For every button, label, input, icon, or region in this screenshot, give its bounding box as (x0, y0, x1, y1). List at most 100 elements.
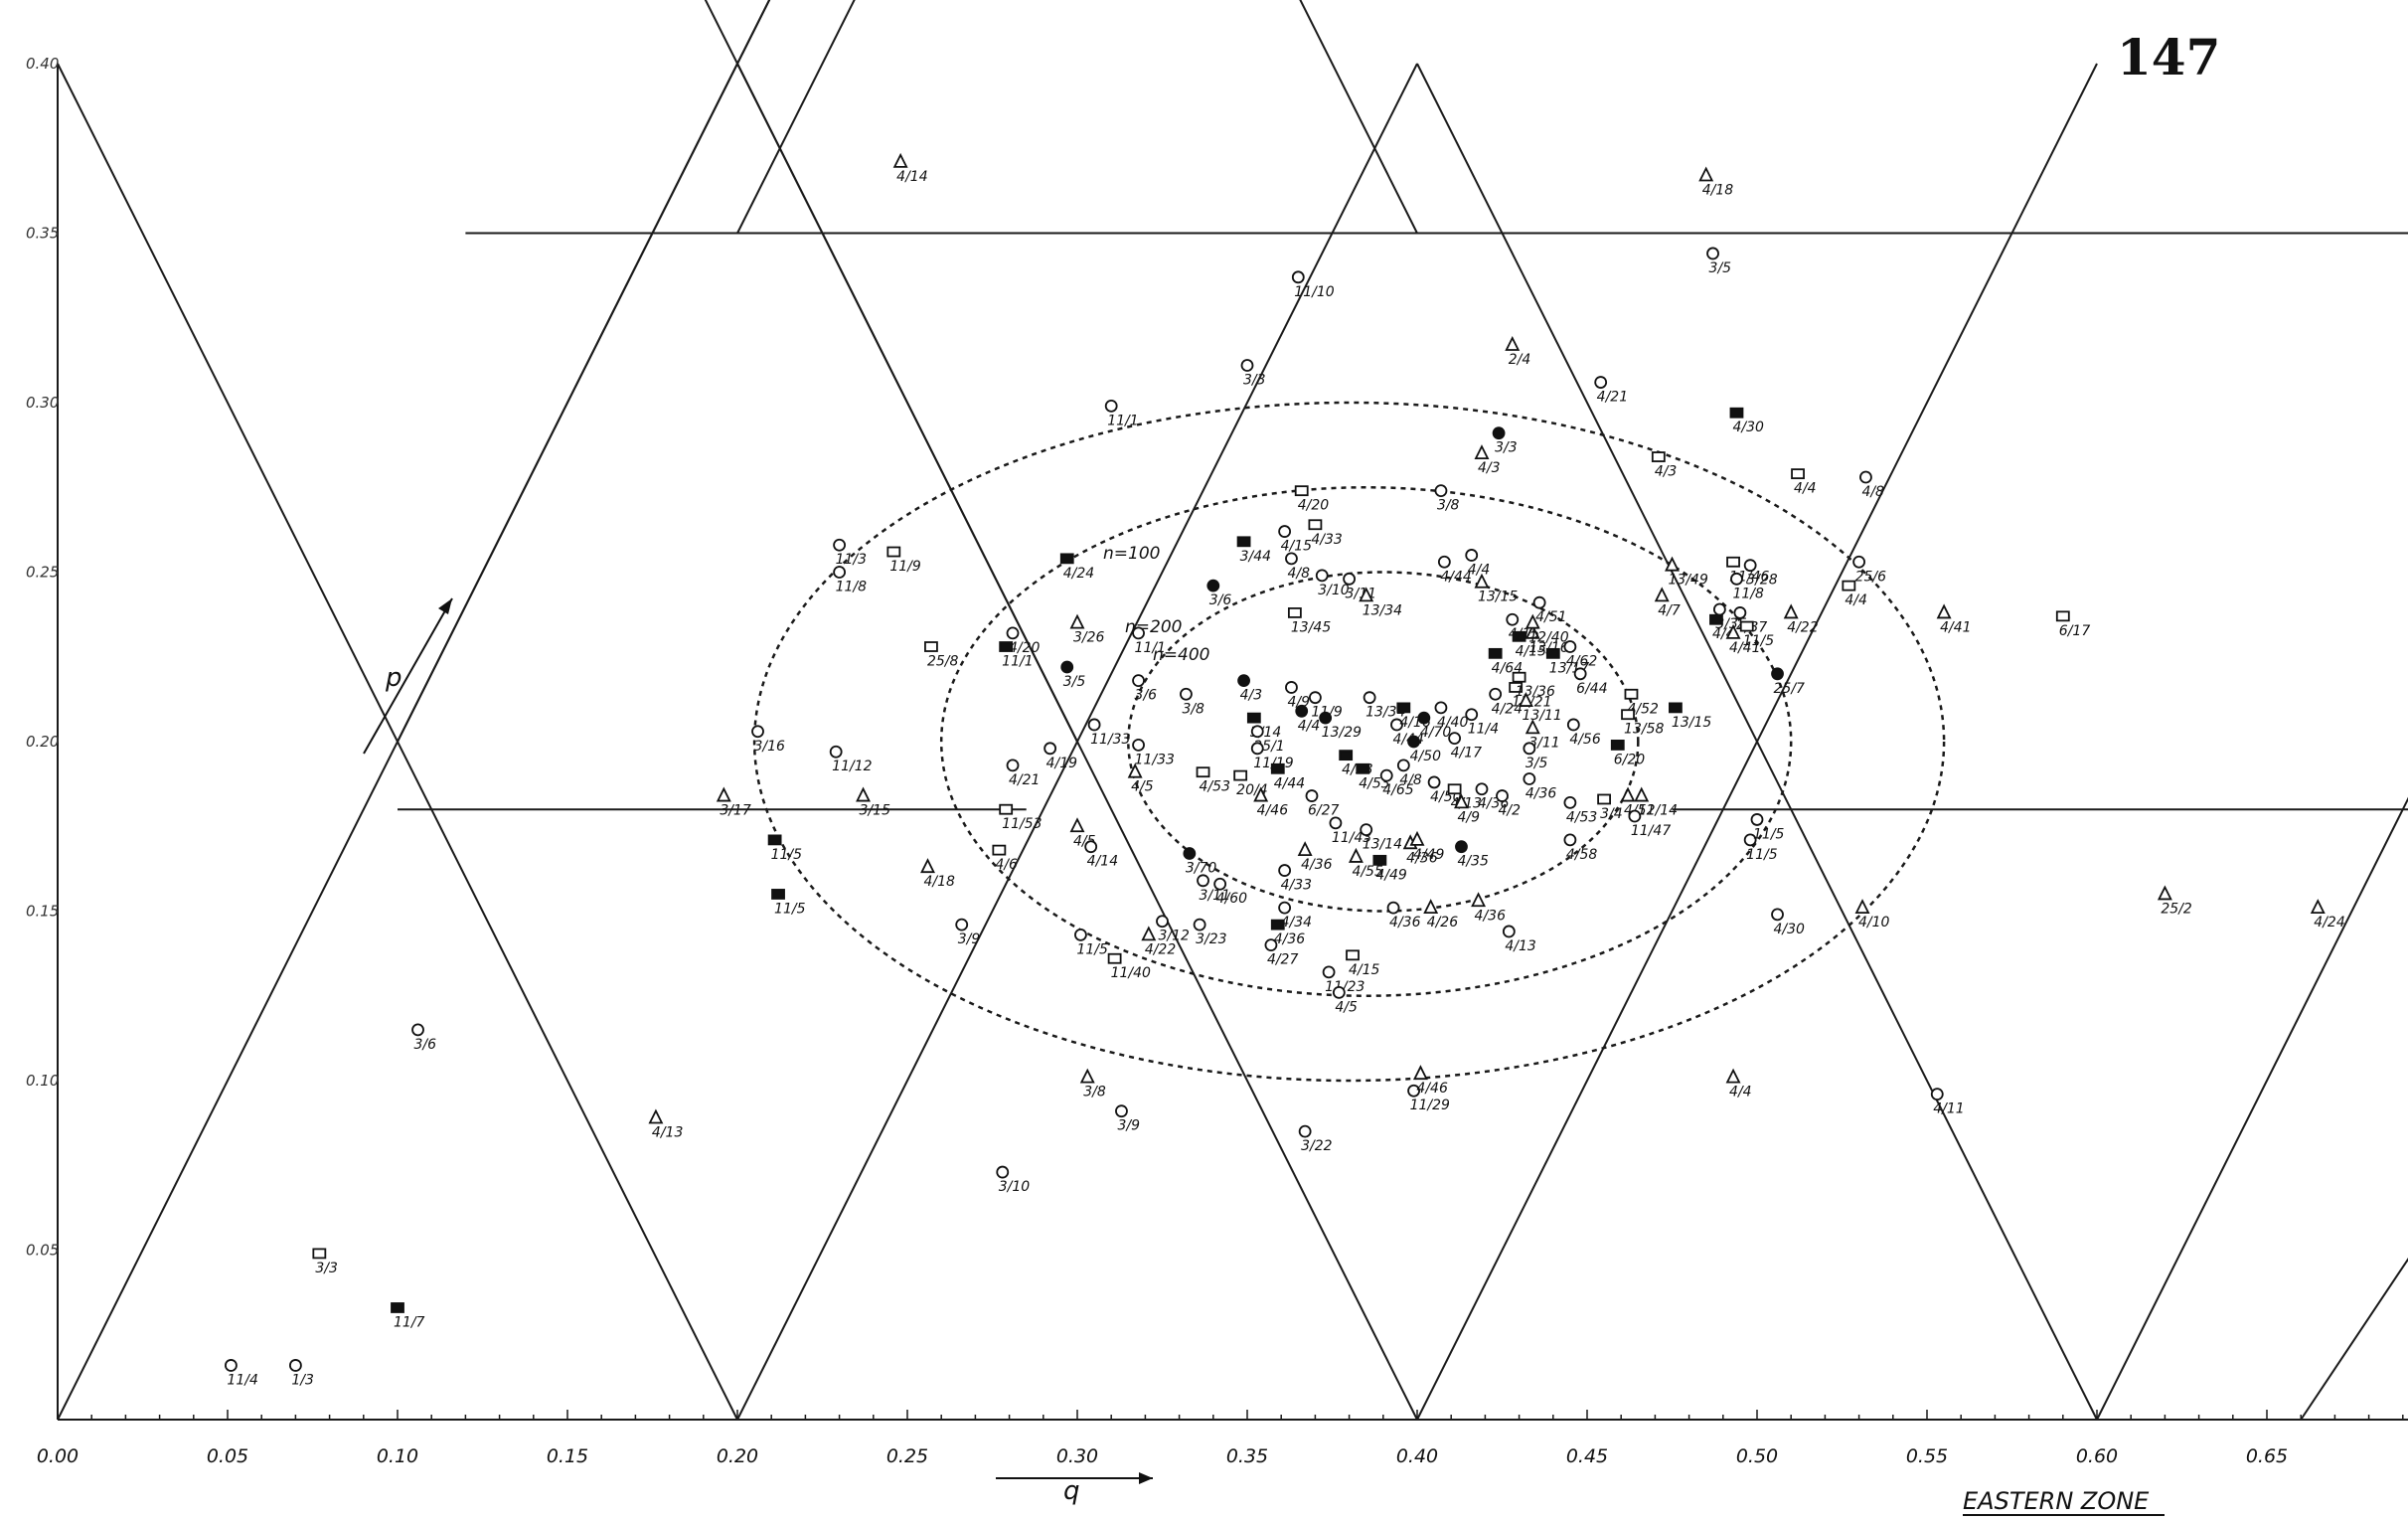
point-158: 3/9 (1115, 1104, 1140, 1134)
point-marker (1359, 587, 1374, 602)
point-131: 4/22 (1141, 926, 1176, 957)
point-134: 4/36 (1386, 901, 1421, 930)
point-112: 4/58 (1563, 833, 1598, 863)
point-0: 4/14 (892, 152, 928, 185)
point-126: 4/36 (1270, 919, 1305, 947)
point-92: 4/53 (1196, 766, 1230, 795)
point-150: 3/16 (751, 725, 785, 755)
point-label: 4/20 (1009, 640, 1041, 656)
point-marker (1496, 789, 1509, 802)
point-marker (1407, 1084, 1420, 1098)
point-label: 4/36 (1406, 850, 1438, 866)
point-label: 4/27 (1267, 952, 1299, 968)
point-17: 11/9 (886, 546, 921, 575)
grid-line-8 (704, 0, 1078, 743)
point-marker (1730, 572, 1743, 586)
point-169: 25/2 (2157, 885, 2192, 917)
point-label: 4/58 (1566, 847, 1598, 863)
point-marker (1069, 817, 1085, 833)
point-marker (1356, 762, 1370, 774)
grid-line-5 (1416, 63, 2098, 1421)
point-label: 4/18 (924, 874, 956, 890)
point-marker (1278, 864, 1292, 877)
point-marker (999, 803, 1014, 815)
point-label: 3/35 (1715, 616, 1747, 632)
point-label: 4/15 (1509, 626, 1540, 642)
point-marker (1750, 813, 1764, 826)
point-label: 6/20 (1614, 752, 1646, 767)
point-46: 6/17 (2055, 610, 2091, 639)
triangle-grid (57, 0, 2408, 1421)
point-70: 4/15 (1512, 630, 1546, 659)
point-153: 4/18 (920, 858, 956, 890)
point-47: 25/7 (1771, 667, 1805, 697)
point-80: 13/58 (1621, 709, 1664, 738)
point-29: 3/6 (1206, 579, 1231, 608)
point-marker (1725, 623, 1741, 639)
point-166: 4/30 (1771, 908, 1805, 937)
point-label: 11/4 (227, 1372, 257, 1388)
point-74: 4/51 (1532, 595, 1567, 625)
point-label: 6/17 (2059, 623, 2091, 639)
point-marker (1183, 847, 1197, 860)
point-marker (1348, 847, 1364, 863)
point-marker (920, 858, 935, 874)
x-tick-label: 0.05 (207, 1445, 248, 1467)
grid-line-12 (2300, 1257, 2408, 1421)
y-tick-label: 0.35 (26, 225, 59, 243)
point-marker (1842, 580, 1856, 592)
point-label: 11/33 (1135, 752, 1175, 767)
point-marker (1237, 674, 1250, 688)
point-label: 4/22 (1787, 619, 1819, 635)
point-marker (1465, 708, 1479, 722)
point-label: 13/16 (1528, 640, 1568, 656)
point-100: 4/8 (1396, 759, 1422, 788)
point-marker (1285, 552, 1298, 566)
point-45: 4/41 (1936, 603, 1972, 635)
point-label: 11/9 (889, 559, 921, 575)
point-143: 11/33 (1132, 739, 1175, 767)
point-marker (1287, 607, 1302, 618)
point-label: 3/8 (1182, 701, 1204, 717)
point-22: 4/24 (1059, 553, 1094, 582)
point-marker (1624, 688, 1639, 700)
point-116: 4/55 (1348, 847, 1383, 880)
point-36: 25/6 (1852, 555, 1886, 585)
point-label: 11/29 (1410, 1098, 1450, 1113)
x-tick-label: 0.45 (1566, 1445, 1608, 1467)
point-marker (1059, 553, 1074, 565)
point-119: 4/49 (1409, 830, 1445, 863)
point-156: 11/5 (771, 889, 806, 917)
point-marker (1447, 783, 1462, 795)
point-marker (1409, 830, 1425, 846)
point-label: 4/14 (896, 169, 927, 185)
point-label: 11/3 (836, 552, 867, 568)
point-label: 4/51 (1535, 609, 1566, 625)
point-marker (924, 641, 938, 652)
point-marker (1651, 451, 1666, 462)
point-marker (648, 1108, 664, 1124)
point-label: 4/19 (1046, 756, 1078, 771)
point-88: 4/50 (1407, 735, 1441, 764)
point-marker (1505, 336, 1521, 351)
point-marker (1434, 701, 1448, 715)
point-124: 4/33 (1278, 864, 1312, 894)
point-161: 11/29 (1407, 1084, 1450, 1113)
point-152: 11/5 (767, 834, 802, 863)
point-marker (1006, 759, 1020, 772)
y-tick-label: 0.05 (26, 1242, 59, 1260)
x-tick-label: 0.30 (1056, 1445, 1098, 1467)
point-78: 13/36 (1512, 671, 1555, 700)
point-marker (1319, 711, 1333, 725)
point-label: 4/60 (1216, 891, 1248, 907)
point-27: 13/15 (1474, 573, 1518, 605)
point-79: 4/52 (1624, 688, 1659, 717)
point-64: 4/40 (1434, 701, 1468, 731)
point-marker (1213, 877, 1227, 891)
point-139: 11/5 (1074, 928, 1108, 957)
point-marker (1322, 965, 1336, 979)
point-label: 4/8 (1861, 484, 1884, 500)
point-6: 11/1 (1104, 400, 1139, 428)
point-label: 3/5 (1525, 756, 1548, 771)
point-23: 4/8 (1285, 552, 1310, 582)
